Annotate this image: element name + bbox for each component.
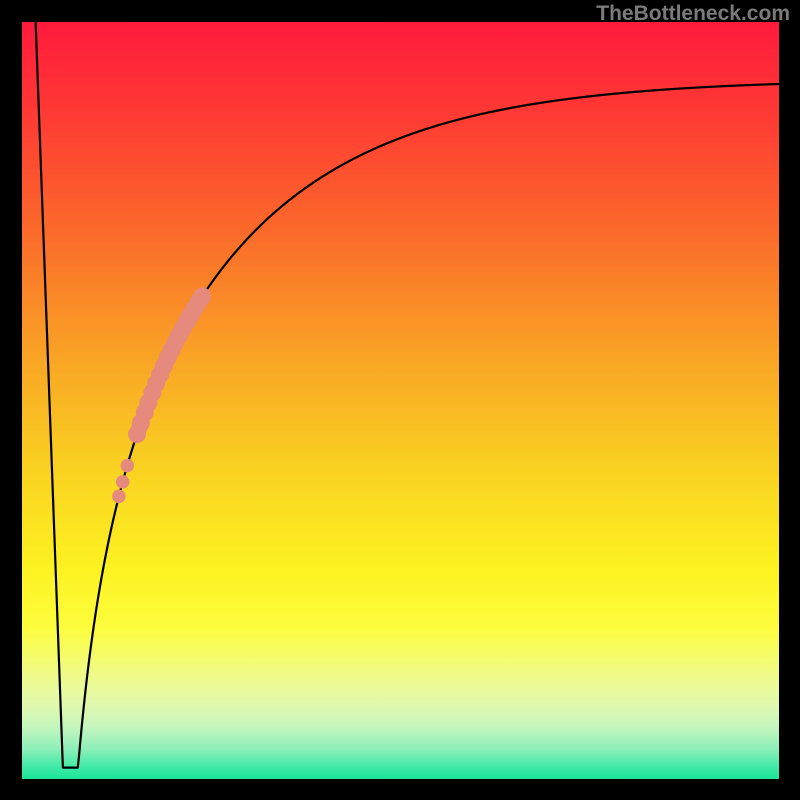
curve-marker xyxy=(193,287,211,305)
curve-marker xyxy=(116,475,129,489)
curve-marker xyxy=(139,398,155,414)
bottleneck-chart xyxy=(0,0,800,800)
chart-container: TheBottleneck.com xyxy=(0,0,800,800)
curve-marker xyxy=(131,419,147,435)
curve-marker xyxy=(120,459,134,473)
watermark-text: TheBottleneck.com xyxy=(596,2,790,26)
curve-marker xyxy=(112,490,126,504)
plot-background xyxy=(22,22,779,779)
